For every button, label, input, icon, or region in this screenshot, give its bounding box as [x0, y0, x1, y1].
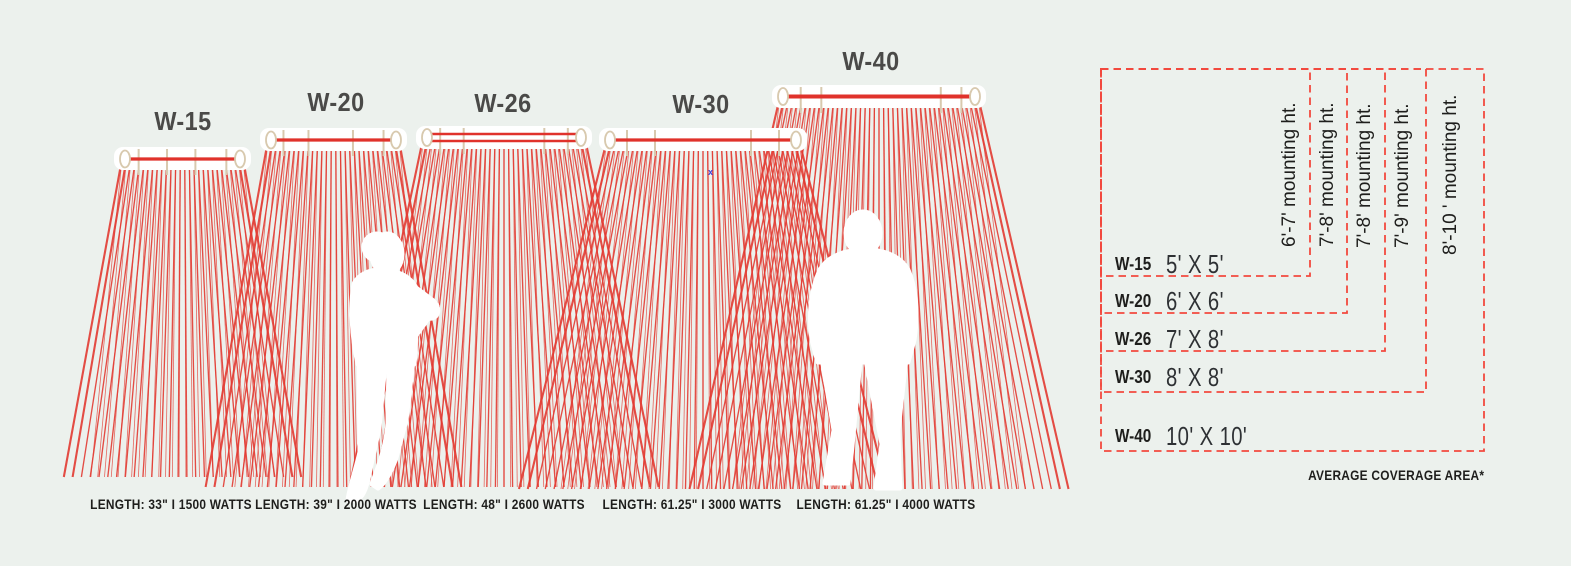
- heater-title-w26: W-26: [474, 88, 532, 118]
- silhouette-person-large: [807, 209, 919, 491]
- mounting-height-w20: 7'-8' mounting ht.: [1317, 102, 1338, 247]
- heater-bar: [260, 128, 407, 156]
- heater-bar: [114, 147, 251, 175]
- table-model-w26: W-26: [1115, 329, 1152, 349]
- silhouette-person-small: [345, 231, 441, 503]
- heater-spec-w30: LENGTH: 61.25" I 3000 WATTS: [602, 496, 782, 512]
- heater-bar: [599, 128, 807, 156]
- coverage-area-boxes: [1100, 68, 1485, 452]
- table-model-w20: W-20: [1115, 291, 1152, 311]
- human-silhouettes: [345, 209, 919, 503]
- table-model-w40: W-40: [1115, 426, 1152, 446]
- heater-title-w30: W-30: [672, 89, 730, 119]
- coverage-area-box: [1100, 68, 1348, 314]
- heater-spec-w26: LENGTH: 48" I 2600 WATTS: [423, 496, 585, 512]
- table-coverage-w15: 5' X 5': [1166, 249, 1224, 279]
- heater-title-w40: W-40: [842, 46, 900, 76]
- heater-spec-w20: LENGTH: 39" I 2000 WATTS: [255, 496, 417, 512]
- heater-title-w20: W-20: [307, 87, 365, 117]
- table-coverage-w20: 6' X 6': [1166, 286, 1224, 316]
- heater-bar: [416, 126, 592, 154]
- stray-cursor-marker: x: [708, 167, 714, 177]
- fan-lines: [62, 96, 1070, 490]
- heater-spec-w15: LENGTH: 33" I 1500 WATTS: [90, 496, 252, 512]
- mounting-height-w15: 6'-7' mounting ht.: [1279, 102, 1300, 247]
- heater-bars: [114, 85, 986, 175]
- heater-title-w15: W-15: [154, 106, 212, 136]
- table-coverage-w40: 10' X 10': [1166, 421, 1248, 451]
- mounting-height-w26: 7'-8' mounting ht.: [1354, 103, 1375, 248]
- heater-spec-w40: LENGTH: 61.25" I 4000 WATTS: [796, 496, 976, 512]
- table-model-w15: W-15: [1115, 254, 1152, 274]
- mounting-height-w40: 8'-10 ' mounting ht.: [1440, 94, 1461, 255]
- fan-lines-group: [688, 96, 1070, 490]
- table-model-w30: W-30: [1115, 367, 1152, 387]
- fan-lines-group: [62, 158, 303, 478]
- mounting-height-w30: 7'-9' mounting ht.: [1392, 103, 1413, 248]
- table-coverage-w30: 8' X 8': [1166, 362, 1224, 392]
- coverage-footnote: AVERAGE COVERAGE AREA*: [1307, 467, 1484, 483]
- heater-bar: [772, 85, 986, 113]
- coverage-area-box: [1100, 68, 1485, 452]
- table-coverage-w26: 7' X 8': [1166, 324, 1224, 354]
